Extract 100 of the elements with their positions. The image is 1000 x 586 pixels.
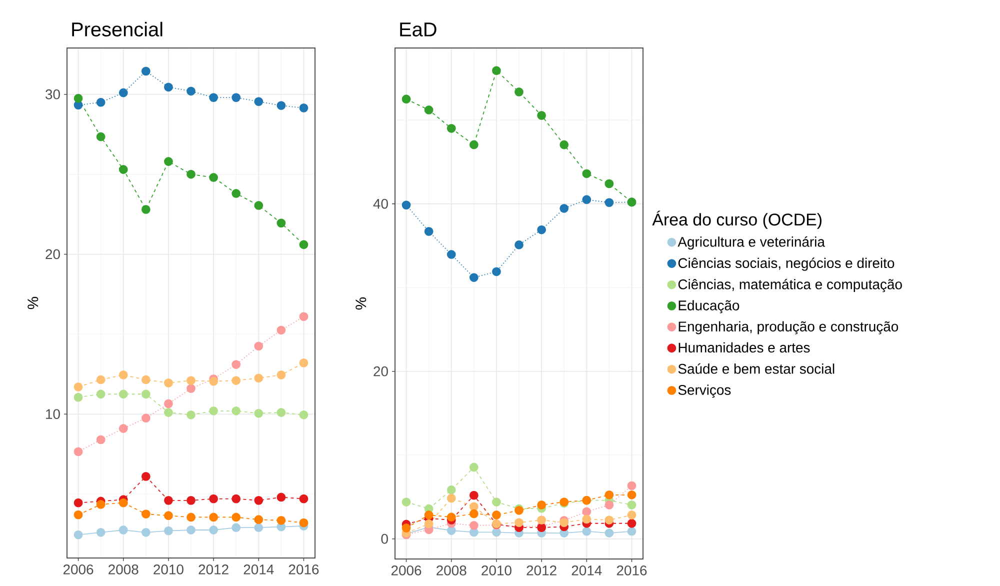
- point: [299, 240, 308, 250]
- point: [424, 106, 434, 114]
- point: [446, 494, 456, 503]
- point: [96, 375, 106, 384]
- point: [469, 521, 478, 530]
- point: [186, 512, 196, 522]
- point: [582, 514, 592, 524]
- point: [74, 447, 83, 456]
- point: [469, 273, 478, 282]
- point: [604, 516, 614, 524]
- point: [446, 485, 456, 494]
- point: [96, 528, 106, 537]
- point: [164, 526, 173, 536]
- point: [164, 408, 173, 417]
- point: [186, 384, 196, 393]
- point: [627, 518, 636, 528]
- legend-label: Educação: [678, 300, 740, 314]
- point: [164, 496, 173, 505]
- point: [276, 370, 286, 380]
- point: [446, 512, 456, 522]
- point: [74, 392, 83, 402]
- point: [118, 88, 128, 98]
- point: [627, 500, 636, 510]
- point: [141, 375, 150, 384]
- point: [232, 406, 241, 416]
- legend-label: Agricultura e veterinária: [678, 236, 825, 250]
- point: [402, 524, 411, 532]
- y-tick-label: 10: [46, 409, 60, 420]
- point: [186, 410, 196, 420]
- point: [141, 510, 150, 518]
- x-tick-label: 2012: [198, 564, 228, 574]
- point: [118, 424, 128, 433]
- point: [232, 360, 241, 369]
- point: [254, 408, 264, 418]
- point: [186, 170, 196, 179]
- point: [254, 97, 264, 106]
- point: [514, 518, 524, 527]
- point: [74, 498, 83, 508]
- point: [402, 94, 411, 104]
- point: [604, 500, 614, 510]
- y-axis-title: %: [356, 297, 366, 310]
- point: [299, 518, 308, 528]
- point: [604, 179, 614, 188]
- legend-label: Engenharia, produção e construção: [678, 321, 898, 334]
- point: [276, 218, 286, 228]
- point: [232, 494, 241, 504]
- point: [96, 98, 106, 107]
- point: [537, 516, 546, 524]
- point: [232, 512, 241, 522]
- point: [276, 492, 286, 502]
- point: [254, 374, 264, 383]
- point: [74, 510, 83, 520]
- point: [141, 472, 150, 481]
- point: [446, 526, 456, 535]
- point: [627, 526, 636, 536]
- y-tick-label: 30: [46, 89, 60, 100]
- point: [469, 502, 478, 512]
- point: [469, 462, 478, 472]
- point: [299, 358, 308, 368]
- point: [74, 94, 83, 103]
- point: [209, 494, 218, 504]
- point: [186, 376, 196, 385]
- y-tick-label: 20: [374, 366, 388, 376]
- point: [604, 490, 614, 500]
- point: [186, 496, 196, 505]
- point: [209, 526, 218, 534]
- point: [514, 88, 524, 96]
- x-tick-label: 2008: [436, 565, 466, 576]
- x-tick-label: 2006: [63, 564, 94, 574]
- point: [276, 408, 286, 417]
- point: [627, 490, 636, 500]
- y-tick-label: 20: [46, 249, 60, 260]
- legend-label: Ciências sociais, negócios e direito: [678, 258, 894, 271]
- point: [254, 496, 264, 505]
- point: [118, 370, 128, 380]
- y-axis-title: %: [28, 296, 38, 310]
- point: [469, 490, 478, 500]
- x-tick-label: 2016: [288, 564, 319, 574]
- point: [469, 140, 478, 150]
- point: [627, 510, 636, 520]
- point: [232, 93, 241, 102]
- point: [164, 157, 173, 166]
- point: [276, 101, 286, 110]
- point: [299, 103, 308, 112]
- point: [254, 515, 264, 524]
- point: [186, 86, 196, 96]
- point: [254, 201, 264, 210]
- point: [424, 519, 434, 528]
- point: [560, 140, 569, 150]
- point: [402, 498, 411, 506]
- x-tick-label: 2010: [482, 565, 512, 576]
- point: [254, 342, 264, 351]
- x-tick-label: 2014: [572, 565, 602, 576]
- point: [276, 516, 286, 525]
- point: [424, 510, 434, 520]
- point: [74, 382, 83, 392]
- point: [424, 226, 434, 236]
- x-tick-label: 2008: [108, 564, 138, 574]
- legend-label: Serviços: [678, 384, 731, 398]
- point: [96, 435, 106, 444]
